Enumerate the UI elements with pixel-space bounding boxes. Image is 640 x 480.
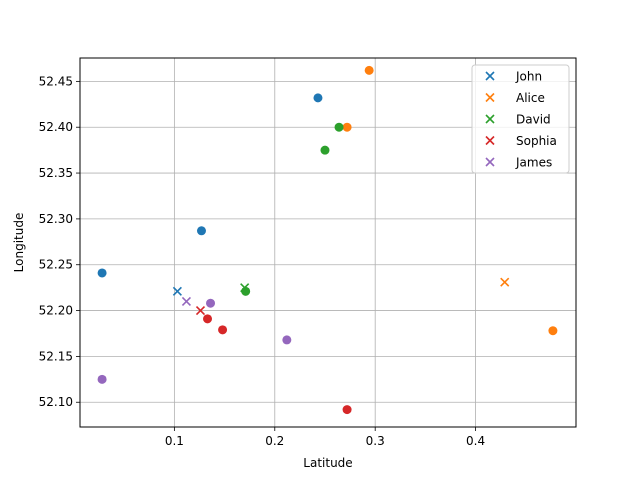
david-cross-point bbox=[240, 283, 250, 293]
x-tick-label: 0.4 bbox=[466, 434, 485, 448]
john-circle-point bbox=[313, 93, 323, 103]
john-circle-point bbox=[97, 268, 107, 278]
legend-label-james: James bbox=[515, 156, 552, 170]
x-tick-label: 0.3 bbox=[366, 434, 385, 448]
alice-circle-point bbox=[548, 326, 558, 336]
sophia-circle-point bbox=[203, 314, 213, 324]
legend: John Alice David Sophia James bbox=[471, 64, 570, 174]
legend-marker-david bbox=[485, 114, 495, 124]
james-circle-point bbox=[282, 335, 292, 345]
sophia-cross-point bbox=[195, 306, 206, 316]
david-circle-point bbox=[334, 122, 344, 132]
james-circle-point bbox=[97, 374, 107, 384]
james-cross-point bbox=[181, 296, 191, 306]
alice-cross-point bbox=[500, 277, 510, 287]
y-tick-label: 52.20 bbox=[39, 304, 73, 318]
legend-box bbox=[471, 64, 570, 174]
legend-marker-sophia bbox=[485, 135, 495, 146]
data-points bbox=[97, 65, 558, 415]
alice-circle-point bbox=[364, 65, 374, 75]
legend-label-sophia: Sophia bbox=[516, 134, 557, 148]
y-axis-label: Longitude bbox=[12, 213, 26, 273]
legend-marker-james bbox=[485, 157, 495, 167]
alice-circle-point bbox=[342, 122, 352, 132]
y-tick-label: 52.35 bbox=[39, 166, 73, 180]
james-circle-point bbox=[206, 298, 216, 308]
john-cross-point bbox=[172, 286, 182, 296]
david-circle-point bbox=[320, 145, 330, 155]
legend-marker-john bbox=[485, 71, 495, 81]
y-tick-label: 52.30 bbox=[39, 212, 73, 226]
legend-label-alice: Alice bbox=[516, 91, 545, 105]
x-tick-label: 0.2 bbox=[265, 434, 284, 448]
y-tick-label: 52.45 bbox=[39, 74, 73, 88]
sophia-circle-point bbox=[342, 405, 352, 415]
legend-label-john: John bbox=[515, 70, 542, 84]
x-axis-label: Latitude bbox=[303, 456, 352, 470]
y-tick-label: 52.10 bbox=[39, 395, 73, 409]
y-tick-label: 52.25 bbox=[39, 258, 73, 272]
legend-label-david: David bbox=[516, 113, 551, 127]
axis-ticks: 0.1 0.2 0.3 0.4 52.10 52.15 52.20 52.25 52.30 52.… bbox=[39, 74, 486, 448]
y-tick-label: 52.15 bbox=[39, 349, 73, 363]
x-tick-label: 0.1 bbox=[165, 434, 184, 448]
legend-marker-alice bbox=[485, 92, 495, 103]
y-tick-label: 52.40 bbox=[39, 120, 73, 134]
plot-frame bbox=[79, 57, 577, 428]
sophia-circle-point bbox=[218, 325, 228, 335]
john-circle-point bbox=[196, 226, 206, 236]
